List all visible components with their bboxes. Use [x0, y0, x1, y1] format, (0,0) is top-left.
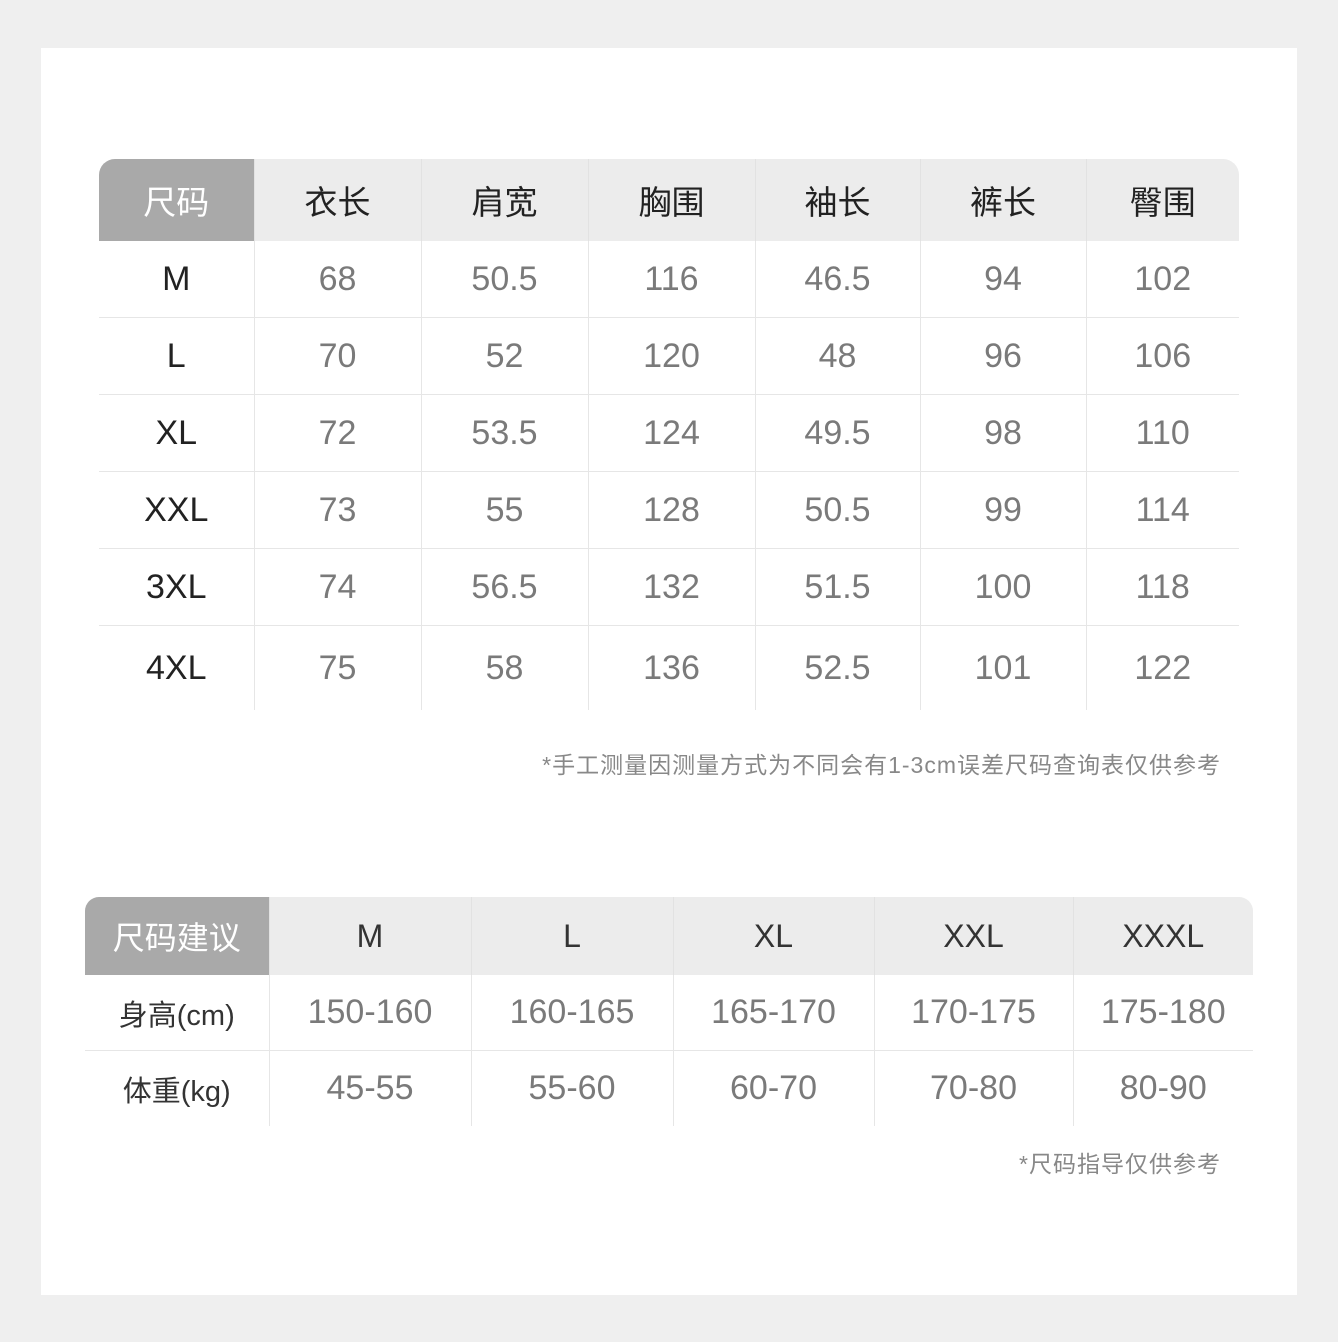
value-cell: 70: [253, 317, 421, 395]
value-cell: 55: [420, 471, 588, 549]
table-header-row: 尺码 衣长 肩宽 胸围 袖长 裤长 臀围: [99, 159, 1239, 241]
row-label-cell: XXL: [99, 471, 254, 549]
value-cell: 50.5: [420, 241, 588, 318]
table-row: XXL 73 55 128 50.5 99 114: [99, 471, 1239, 549]
value-cell: 118: [1085, 548, 1239, 626]
value-cell: 55-60: [470, 1050, 673, 1126]
table-row: 体重(kg) 45-55 55-60 60-70 70-80 80-90: [85, 1050, 1253, 1126]
column-header: XXL: [873, 897, 1073, 975]
measurement-table: 尺码 衣长 肩宽 胸围 袖长 裤长 臀围 M 68 50.5 116 46.5 94 102 L 70 52 1…: [99, 159, 1239, 710]
value-cell: 132: [587, 548, 755, 626]
value-cell: 46.5: [754, 241, 920, 318]
column-header: 衣长: [253, 159, 421, 241]
column-header: 胸围: [587, 159, 755, 241]
row-label-cell: 3XL: [99, 548, 254, 626]
value-cell: 73: [253, 471, 421, 549]
measurement-note: *手工测量因测量方式为不同会有1-3cm误差尺码查询表仅供参考: [542, 752, 1221, 778]
row-label-cell: L: [99, 317, 254, 395]
value-cell: 170-175: [873, 975, 1073, 1051]
value-cell: 72: [253, 394, 421, 472]
row-label-cell: XL: [99, 394, 254, 472]
value-cell: 56.5: [420, 548, 588, 626]
value-cell: 160-165: [470, 975, 673, 1051]
value-cell: 49.5: [754, 394, 920, 472]
value-cell: 101: [919, 625, 1086, 710]
value-cell: 60-70: [672, 1050, 874, 1126]
table-row: M 68 50.5 116 46.5 94 102: [99, 241, 1239, 318]
value-cell: 110: [1085, 394, 1239, 472]
table-row: 4XL 75 58 136 52.5 101 122: [99, 625, 1239, 710]
value-cell: 165-170: [672, 975, 874, 1051]
value-cell: 98: [919, 394, 1086, 472]
header-label-cell: 尺码建议: [85, 897, 269, 975]
value-cell: 45-55: [268, 1050, 471, 1126]
value-cell: 122: [1085, 625, 1239, 710]
value-cell: 52.5: [754, 625, 920, 710]
row-label-cell: 4XL: [146, 648, 207, 687]
value-cell: 128: [587, 471, 755, 549]
table-row: 身高(cm) 150-160 160-165 165-170 170-175 175-18…: [85, 975, 1253, 1051]
row-label-cell: 体重(kg): [122, 1075, 231, 1108]
value-cell: 150-160: [268, 975, 471, 1051]
value-cell: 58: [420, 625, 588, 710]
value-cell: 75: [253, 625, 421, 710]
value-cell: 102: [1085, 241, 1239, 318]
row-label-cell: 身高(cm): [85, 975, 269, 1051]
value-cell: 51.5: [754, 548, 920, 626]
column-header: XXXL: [1072, 897, 1253, 975]
value-cell: 100: [919, 548, 1086, 626]
value-cell: 114: [1085, 471, 1239, 549]
table-row: 3XL 74 56.5 132 51.5 100 118: [99, 548, 1239, 626]
value-cell: 74: [253, 548, 421, 626]
column-header: M: [268, 897, 471, 975]
column-header: L: [470, 897, 673, 975]
column-header: 肩宽: [420, 159, 588, 241]
row-label-cell: M: [99, 241, 254, 318]
value-cell: 68: [253, 241, 421, 318]
value-cell: 106: [1085, 317, 1239, 395]
value-cell: 48: [754, 317, 920, 395]
value-cell: 116: [587, 241, 755, 318]
value-cell: 136: [587, 625, 755, 710]
recommendation-table: 尺码建议 M L XL XXL XXXL 身高(cm) 150-160 160-165 165-…: [85, 897, 1253, 1126]
header-label-cell: 尺码: [99, 159, 254, 241]
value-cell: 52: [420, 317, 588, 395]
column-header: 臀围: [1085, 159, 1239, 241]
value-cell: 99: [919, 471, 1086, 549]
table-row: XL 72 53.5 124 49.5 98 110: [99, 394, 1239, 472]
column-header: 袖长: [754, 159, 920, 241]
value-cell: 175-180: [1072, 975, 1253, 1051]
value-cell: 70-80: [873, 1050, 1073, 1126]
value-cell: 124: [587, 394, 755, 472]
value-cell: 120: [587, 317, 755, 395]
value-cell: 94: [919, 241, 1086, 318]
column-header: XL: [672, 897, 874, 975]
value-cell: 50.5: [754, 471, 920, 549]
table-row: L 70 52 120 48 96 106: [99, 317, 1239, 395]
value-cell: 80-90: [1072, 1050, 1253, 1126]
value-cell: 53.5: [420, 394, 588, 472]
recommendation-note: *尺码指导仅供参考: [1019, 1151, 1221, 1177]
column-header: 裤长: [919, 159, 1086, 241]
table-header-row: 尺码建议 M L XL XXL XXXL: [85, 897, 1253, 975]
value-cell: 96: [919, 317, 1086, 395]
